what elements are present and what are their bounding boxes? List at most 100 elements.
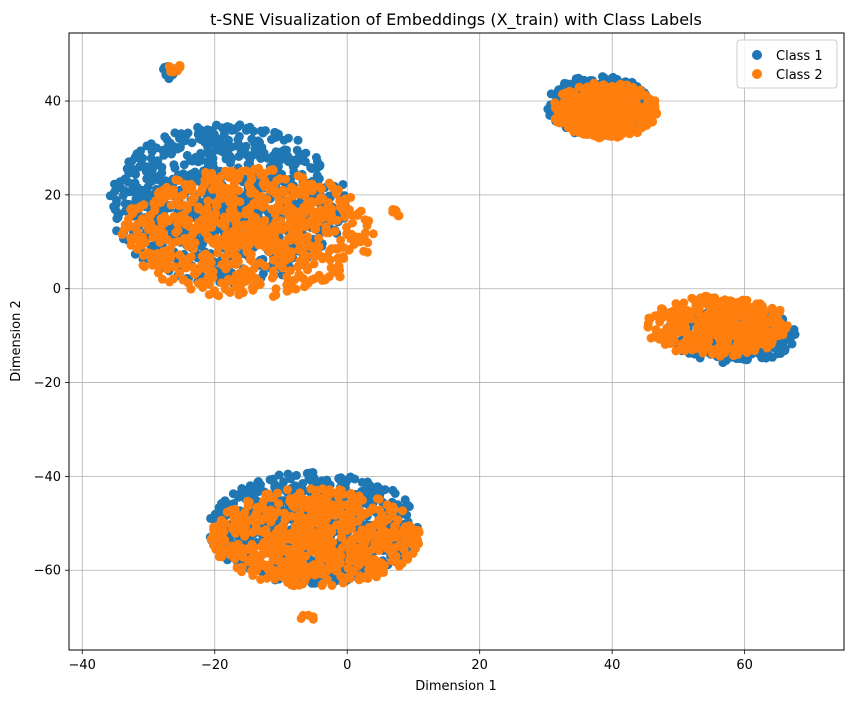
data-point xyxy=(608,73,618,83)
x-tick-label: 60 xyxy=(736,658,753,673)
data-point xyxy=(600,98,610,108)
data-point xyxy=(308,612,318,622)
legend-marker-class-2 xyxy=(752,69,762,79)
data-point xyxy=(312,171,322,180)
data-point xyxy=(633,128,642,138)
data-point xyxy=(258,502,267,512)
data-point xyxy=(293,550,303,560)
data-point xyxy=(305,468,315,478)
data-point xyxy=(589,96,598,106)
data-point xyxy=(130,178,140,188)
data-point xyxy=(643,319,653,329)
data-point xyxy=(317,512,327,522)
legend: Class 1 Class 2 xyxy=(736,39,838,89)
data-point xyxy=(313,163,322,173)
data-point xyxy=(229,228,239,237)
data-point xyxy=(230,178,240,188)
data-point xyxy=(318,213,328,223)
data-point xyxy=(154,187,164,197)
data-point xyxy=(586,119,596,129)
data-point xyxy=(193,129,203,139)
data-point xyxy=(158,254,168,264)
data-point xyxy=(310,224,320,234)
data-point xyxy=(405,521,415,531)
data-point xyxy=(208,137,218,147)
data-point xyxy=(619,90,629,100)
y-tick-label: 40 xyxy=(44,95,61,110)
data-point xyxy=(620,80,630,90)
data-point xyxy=(274,470,284,480)
data-point xyxy=(212,233,222,243)
data-point xyxy=(223,191,233,201)
data-point xyxy=(353,234,363,244)
data-point xyxy=(279,508,289,518)
data-point xyxy=(258,179,268,189)
data-point xyxy=(117,229,127,239)
data-point xyxy=(628,84,638,94)
data-point xyxy=(237,562,247,572)
data-point xyxy=(780,344,790,354)
data-point xyxy=(182,150,192,160)
data-point xyxy=(773,313,782,323)
data-point xyxy=(294,270,304,280)
data-point xyxy=(342,229,352,239)
data-point xyxy=(245,249,255,259)
legend-label-class-2: Class 2 xyxy=(776,68,823,83)
data-point xyxy=(151,160,161,170)
data-point xyxy=(236,147,246,157)
data-point xyxy=(702,299,711,309)
data-point xyxy=(228,489,238,499)
data-point xyxy=(335,272,345,282)
data-point xyxy=(268,151,278,161)
data-point xyxy=(306,565,316,575)
data-point xyxy=(268,165,278,175)
data-point xyxy=(372,538,382,548)
data-point xyxy=(268,475,278,485)
legend-marker-class-1 xyxy=(752,50,762,60)
data-point xyxy=(163,191,173,201)
data-point xyxy=(245,557,255,567)
data-point xyxy=(339,254,349,263)
data-point xyxy=(291,521,300,531)
data-point xyxy=(203,234,213,244)
data-point xyxy=(233,256,243,266)
data-point xyxy=(344,507,354,517)
y-tick-label: 20 xyxy=(44,188,61,203)
data-point xyxy=(675,327,685,337)
data-point xyxy=(318,579,328,589)
data-point xyxy=(286,548,296,558)
data-point xyxy=(251,519,261,529)
data-point xyxy=(357,512,367,521)
data-point xyxy=(327,502,337,512)
data-point xyxy=(138,232,148,242)
data-point xyxy=(708,345,718,355)
data-point xyxy=(169,274,178,284)
data-point xyxy=(348,518,357,528)
data-point xyxy=(237,484,247,493)
data-point xyxy=(234,140,244,150)
data-point xyxy=(574,128,584,137)
data-point xyxy=(377,526,387,535)
data-point xyxy=(647,102,657,112)
data-point xyxy=(179,160,189,170)
data-point xyxy=(261,489,271,499)
y-axis-label: Dimension 2 xyxy=(9,300,24,382)
x-tick-label: 20 xyxy=(471,658,488,673)
data-point xyxy=(160,132,170,142)
data-point xyxy=(749,302,759,312)
data-point xyxy=(347,495,357,505)
data-point xyxy=(201,167,211,177)
data-point xyxy=(245,481,255,491)
data-point xyxy=(278,150,288,160)
data-point xyxy=(364,523,374,532)
data-point xyxy=(326,263,336,273)
data-point xyxy=(741,335,751,345)
data-point xyxy=(678,338,688,348)
data-point xyxy=(233,122,243,132)
x-axis-label: Dimension 1 xyxy=(415,679,497,694)
data-point xyxy=(557,110,567,120)
data-point xyxy=(247,186,257,196)
data-point xyxy=(285,266,295,276)
data-point xyxy=(258,232,268,242)
data-point xyxy=(291,500,301,510)
